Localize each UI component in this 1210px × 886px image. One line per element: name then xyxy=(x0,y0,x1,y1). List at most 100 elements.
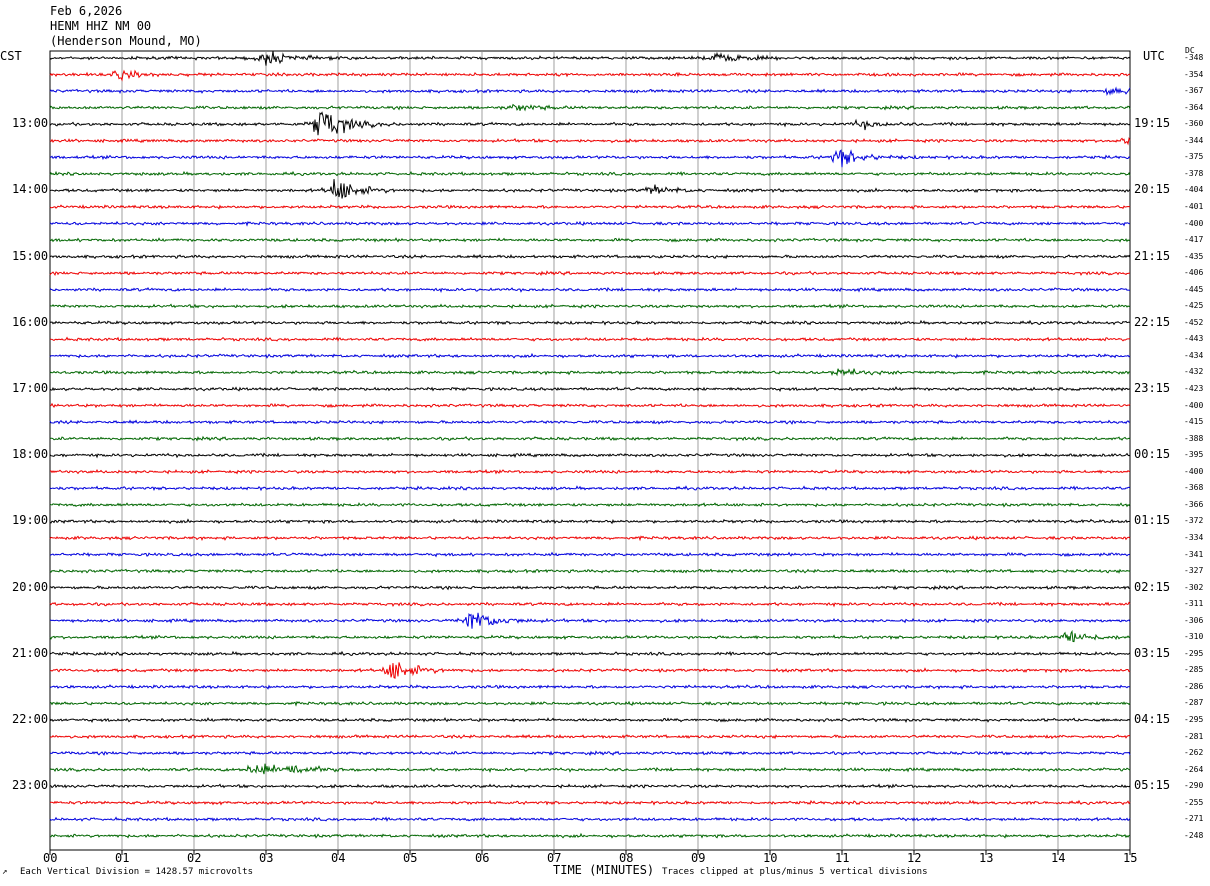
header-location: (Henderson Mound, MO) xyxy=(50,34,202,48)
left-hour-label: 20:00 xyxy=(12,579,49,594)
dc-value: -400 xyxy=(1184,218,1204,228)
trace-24 xyxy=(49,452,1131,459)
right-hour-label: 00:15 xyxy=(1134,447,1171,462)
dc-value: -286 xyxy=(1184,681,1204,691)
x-tick-label: 14 xyxy=(1051,851,1066,865)
trace-11 xyxy=(49,237,1131,243)
dc-value: -271 xyxy=(1184,814,1204,824)
dc-value: -401 xyxy=(1184,201,1204,211)
dc-value: -334 xyxy=(1184,532,1204,542)
left-hour-label: 22:00 xyxy=(12,712,49,726)
dc-value: -311 xyxy=(1184,599,1204,609)
dc-value: -262 xyxy=(1184,748,1204,758)
dc-value: -400 xyxy=(1184,466,1204,476)
trace-36 xyxy=(49,650,1131,657)
dc-value: -425 xyxy=(1184,301,1204,311)
right-hour-label: 21:15 xyxy=(1134,248,1171,263)
trace-4 xyxy=(49,111,1131,136)
right-hour-label: 04:15 xyxy=(1134,712,1171,726)
trace-34 xyxy=(49,612,1131,629)
x-tick-label: 07 xyxy=(547,851,562,865)
dc-value: -281 xyxy=(1184,731,1204,741)
left-hour-label: 15:00 xyxy=(12,248,49,263)
x-tick-label: 15 xyxy=(1123,851,1138,865)
right-hour-label: 20:15 xyxy=(1134,182,1171,197)
x-tick-label: 01 xyxy=(115,851,130,865)
dc-value: -445 xyxy=(1184,284,1204,294)
trace-25 xyxy=(49,468,1131,475)
dc-value: -248 xyxy=(1184,830,1204,840)
trace-27 xyxy=(49,502,1131,508)
clip-note: Traces clipped at plus/minus 5 vertical … xyxy=(662,867,928,877)
cst-label: CST xyxy=(0,49,22,63)
dc-value: -368 xyxy=(1184,483,1204,493)
left-hour-label: 17:00 xyxy=(12,381,49,395)
trace-9 xyxy=(49,204,1131,210)
trace-39 xyxy=(49,700,1131,707)
trace-26 xyxy=(49,485,1131,492)
trace-29 xyxy=(49,535,1131,542)
dc-value: -366 xyxy=(1184,499,1204,509)
dc-value: -367 xyxy=(1184,86,1204,96)
trace-28 xyxy=(49,518,1131,525)
trace-42 xyxy=(50,750,1131,757)
trace-30 xyxy=(49,551,1131,558)
trace-16 xyxy=(49,319,1131,326)
dc-value: -264 xyxy=(1184,764,1204,774)
left-hour-label: 13:00 xyxy=(12,116,49,131)
right-hour-label: 02:15 xyxy=(1134,579,1171,594)
trace-40 xyxy=(49,717,1131,723)
dc-value: -452 xyxy=(1184,317,1204,327)
dc-value: -415 xyxy=(1184,417,1204,427)
dc-value: -348 xyxy=(1184,53,1204,62)
dc-value: -290 xyxy=(1184,781,1204,791)
trace-20 xyxy=(49,386,1131,392)
dc-value: -423 xyxy=(1184,384,1204,393)
x-tick-label: 09 xyxy=(691,851,706,865)
scale-icon: ↗ xyxy=(2,867,8,877)
right-hour-label: 23:15 xyxy=(1134,381,1171,395)
left-hour-label: 21:00 xyxy=(12,645,49,660)
dc-value: -375 xyxy=(1184,152,1204,162)
trace-2 xyxy=(49,86,1131,96)
dc-value: -341 xyxy=(1184,549,1204,559)
trace-46 xyxy=(49,816,1131,822)
trace-7 xyxy=(49,170,1131,177)
dc-value: -285 xyxy=(1184,665,1204,675)
trace-35 xyxy=(49,629,1131,643)
trace-5 xyxy=(49,136,1131,146)
dc-value: -255 xyxy=(1184,797,1204,807)
header-date: Feb 6,2026 xyxy=(50,4,123,18)
trace-31 xyxy=(49,568,1131,574)
x-tick-label: 00 xyxy=(43,851,58,865)
vertical-division-note: Each Vertical Division = 1428.57 microvo… xyxy=(20,867,253,877)
dc-value: -354 xyxy=(1184,69,1204,79)
trace-47 xyxy=(50,832,1131,839)
utc-label: UTC xyxy=(1143,49,1165,63)
dc-value: -378 xyxy=(1184,168,1204,178)
header-station: HENM HHZ NM 00 xyxy=(50,19,152,33)
dc-value: -364 xyxy=(1184,102,1204,112)
dc-value: -344 xyxy=(1184,135,1204,145)
x-tick-label: 12 xyxy=(907,851,922,865)
dc-value: -395 xyxy=(1184,450,1204,460)
trace-13 xyxy=(49,270,1130,277)
x-tick-label: 02 xyxy=(187,851,202,865)
x-tick-label: 03 xyxy=(259,851,274,865)
trace-10 xyxy=(49,220,1131,227)
left-hour-label: 14:00 xyxy=(12,182,49,197)
trace-8 xyxy=(49,179,1131,199)
dc-value: -417 xyxy=(1184,235,1204,245)
right-hour-label: 01:15 xyxy=(1134,513,1171,528)
left-hour-label: 18:00 xyxy=(12,447,49,462)
x-tick-label: 05 xyxy=(403,851,418,865)
dc-value: -404 xyxy=(1184,185,1204,195)
right-hour-label: 05:15 xyxy=(1134,778,1171,793)
trace-17 xyxy=(49,336,1131,342)
trace-0 xyxy=(49,51,1131,66)
trace-15 xyxy=(49,303,1131,310)
trace-12 xyxy=(49,253,1131,260)
dc-value: -295 xyxy=(1184,715,1204,724)
dc-value: -388 xyxy=(1184,433,1204,443)
dc-value: -287 xyxy=(1184,698,1204,708)
